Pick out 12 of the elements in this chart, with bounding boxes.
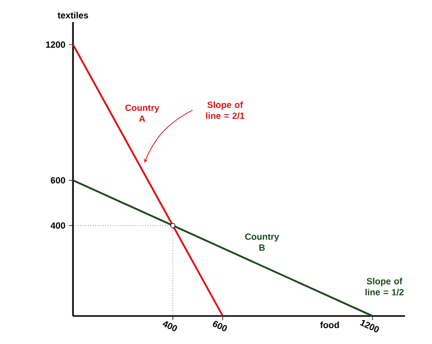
y-tick-label: 400 bbox=[50, 222, 66, 229]
y-axis-title: textiles bbox=[58, 12, 88, 18]
x-tick-label: 600 bbox=[212, 320, 227, 332]
y-tick-label: 600 bbox=[50, 177, 66, 184]
annotation: Slope of line = 2/1 bbox=[206, 101, 244, 120]
series-label: Country A bbox=[125, 104, 160, 122]
x-axis-title: food bbox=[320, 322, 339, 328]
x-tick-label: 1200 bbox=[360, 320, 379, 332]
x-tick-label: 400 bbox=[162, 321, 178, 332]
series-label: Country B bbox=[245, 233, 280, 251]
y-tick-label: 1200 bbox=[46, 41, 66, 48]
annotation: Slope of line = 1/2 bbox=[365, 278, 404, 296]
